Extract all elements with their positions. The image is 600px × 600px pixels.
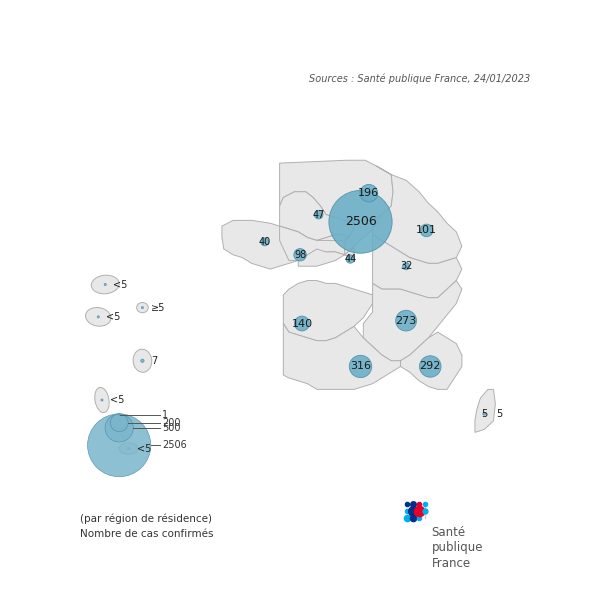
Text: 98: 98 <box>294 250 306 260</box>
Polygon shape <box>401 332 462 389</box>
Text: 273: 273 <box>395 316 417 326</box>
Circle shape <box>261 238 269 246</box>
Text: 7: 7 <box>151 356 157 366</box>
Polygon shape <box>475 389 496 433</box>
Text: Santé
publique
France: Santé publique France <box>431 526 483 569</box>
Text: Sources : Santé publique France, 24/01/2023: Sources : Santé publique France, 24/01/2… <box>310 73 531 83</box>
Text: 5: 5 <box>481 409 487 419</box>
Text: 32: 32 <box>400 261 412 271</box>
Polygon shape <box>344 215 382 255</box>
Text: 40: 40 <box>259 237 271 247</box>
Circle shape <box>420 224 433 237</box>
Circle shape <box>314 211 323 219</box>
Circle shape <box>142 307 143 309</box>
Circle shape <box>346 255 355 263</box>
Text: 292: 292 <box>419 361 441 371</box>
Circle shape <box>349 355 372 377</box>
Circle shape <box>88 414 151 477</box>
Text: 200: 200 <box>163 418 181 428</box>
Text: 2506: 2506 <box>163 440 187 450</box>
Polygon shape <box>222 220 317 269</box>
Text: 500: 500 <box>163 423 181 433</box>
Circle shape <box>295 316 310 331</box>
Polygon shape <box>373 166 462 263</box>
Text: Nombre de cas confirmés: Nombre de cas confirmés <box>80 529 213 539</box>
Text: (par région de résidence): (par région de résidence) <box>80 513 212 524</box>
Circle shape <box>395 310 416 331</box>
Ellipse shape <box>86 307 111 326</box>
Circle shape <box>104 283 106 286</box>
Text: <5: <5 <box>106 312 121 322</box>
Polygon shape <box>283 281 373 341</box>
Text: ≥5: ≥5 <box>151 302 165 313</box>
Circle shape <box>403 263 410 270</box>
Circle shape <box>419 356 441 377</box>
Text: 47: 47 <box>313 209 325 220</box>
Ellipse shape <box>137 302 148 313</box>
Circle shape <box>360 184 378 202</box>
Polygon shape <box>283 323 401 389</box>
Ellipse shape <box>133 349 152 372</box>
Text: <5: <5 <box>110 395 124 405</box>
Ellipse shape <box>91 275 119 294</box>
Text: <5: <5 <box>113 280 128 290</box>
Circle shape <box>294 248 307 261</box>
Polygon shape <box>363 281 462 361</box>
Text: 101: 101 <box>416 226 437 235</box>
Polygon shape <box>280 226 354 260</box>
Text: 5: 5 <box>496 409 502 419</box>
Text: 2506: 2506 <box>344 215 376 229</box>
Circle shape <box>97 316 100 318</box>
Circle shape <box>141 359 144 362</box>
Polygon shape <box>373 235 462 298</box>
Polygon shape <box>280 160 393 220</box>
Circle shape <box>483 412 485 415</box>
Text: 196: 196 <box>358 188 379 198</box>
Text: 316: 316 <box>350 361 371 371</box>
Circle shape <box>119 414 120 415</box>
Text: <5: <5 <box>137 443 151 454</box>
Text: 1: 1 <box>163 410 169 419</box>
Ellipse shape <box>95 388 109 413</box>
Circle shape <box>101 399 103 401</box>
Text: 140: 140 <box>292 319 313 329</box>
Circle shape <box>329 190 392 253</box>
Text: 44: 44 <box>344 254 356 264</box>
Ellipse shape <box>119 443 138 454</box>
Circle shape <box>110 414 128 431</box>
Polygon shape <box>280 192 354 241</box>
Polygon shape <box>298 215 382 266</box>
Circle shape <box>127 448 130 449</box>
Circle shape <box>105 414 133 442</box>
